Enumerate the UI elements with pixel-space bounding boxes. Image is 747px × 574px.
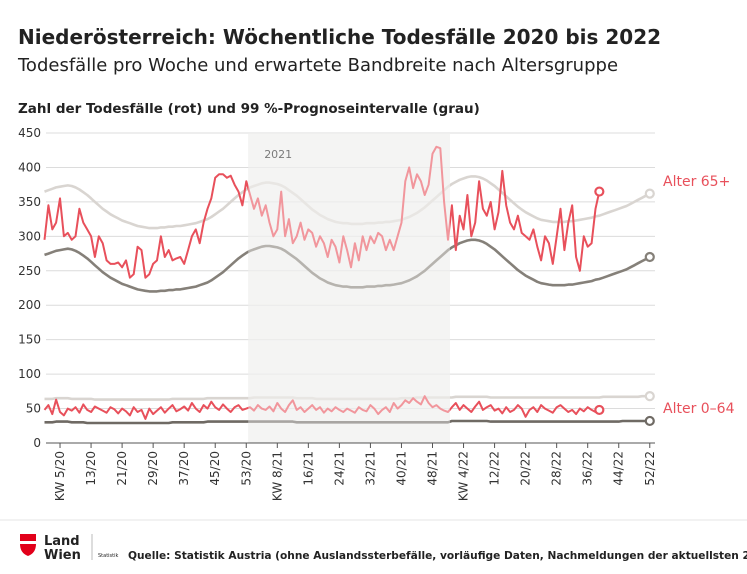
- logo-text: Land: [44, 534, 80, 549]
- series-line: [44, 419, 650, 425]
- x-tick-label: KW 8/21: [270, 451, 284, 501]
- x-tick-label: 53/20: [239, 451, 253, 486]
- y-tick-label: 450: [18, 126, 41, 140]
- x-tick-label: 29/20: [146, 451, 160, 486]
- end-marker: [644, 251, 655, 263]
- group-label: Alter 0–64: [663, 401, 735, 417]
- logo-sub: Statistik: [98, 553, 119, 559]
- x-tick-label: KW 4/22: [457, 451, 471, 501]
- series-line: [44, 238, 651, 293]
- y-tick-label: 0: [33, 436, 41, 450]
- end-marker: [644, 391, 655, 402]
- x-tick-label: 21/20: [115, 451, 129, 486]
- x-tick-label: 32/21: [363, 451, 377, 486]
- group-label: Alter 65+: [663, 174, 730, 190]
- source: Quelle: Statistik Austria (ohne Auslands…: [128, 550, 747, 562]
- logo-stripe: [20, 541, 36, 544]
- series-line: [44, 175, 651, 230]
- chart-title: Niederösterreich: Wöchentliche Todesfäll…: [18, 25, 661, 49]
- band-label: 2021: [264, 148, 292, 161]
- y-tick-label: 100: [18, 367, 41, 381]
- logo-shield: [20, 534, 36, 556]
- y-tick-label: 200: [18, 298, 41, 312]
- y-tick-label: 350: [18, 195, 41, 209]
- end-marker: [644, 415, 655, 427]
- y-tick-label: 150: [18, 333, 41, 347]
- end-marker: [594, 186, 605, 197]
- x-tick-label: 36/22: [581, 451, 595, 486]
- y-tick-label: 300: [18, 229, 41, 243]
- x-tick-label: 13/20: [84, 451, 98, 486]
- y-tick-label: 50: [26, 402, 41, 416]
- series-line: [44, 394, 650, 401]
- x-tick-label: 20/22: [519, 451, 533, 486]
- y-tick-label: 250: [18, 264, 41, 278]
- logo: Land Wien Statistik: [20, 534, 119, 563]
- x-tick-label: 37/20: [177, 451, 191, 486]
- series-line: [43, 395, 600, 420]
- x-tick-label: 48/21: [426, 451, 440, 486]
- x-tick-label: 12/22: [488, 451, 502, 486]
- x-tick-label: 40/21: [394, 451, 408, 486]
- logo-text: Wien: [44, 548, 81, 563]
- x-tick-label: 24/21: [332, 451, 346, 486]
- x-tick-label: 16/21: [301, 451, 315, 486]
- chart-subtitle: Todesfälle pro Woche und erwartete Bandb…: [17, 55, 618, 76]
- year-band-overlay: [248, 133, 450, 442]
- y-tick-label: 400: [18, 160, 41, 174]
- series-line: [43, 145, 601, 279]
- x-tick-label: 44/22: [612, 451, 626, 486]
- x-tick-label: 45/20: [208, 451, 222, 486]
- x-tick-label: 52/22: [643, 451, 657, 486]
- x-tick-label: KW 5/20: [53, 451, 67, 501]
- end-marker: [594, 404, 605, 416]
- x-tick-label: 28/22: [550, 451, 564, 486]
- end-marker: [644, 188, 655, 199]
- axis-title: Zahl der Todesfälle (rot) und 99 %-Progn…: [18, 101, 480, 117]
